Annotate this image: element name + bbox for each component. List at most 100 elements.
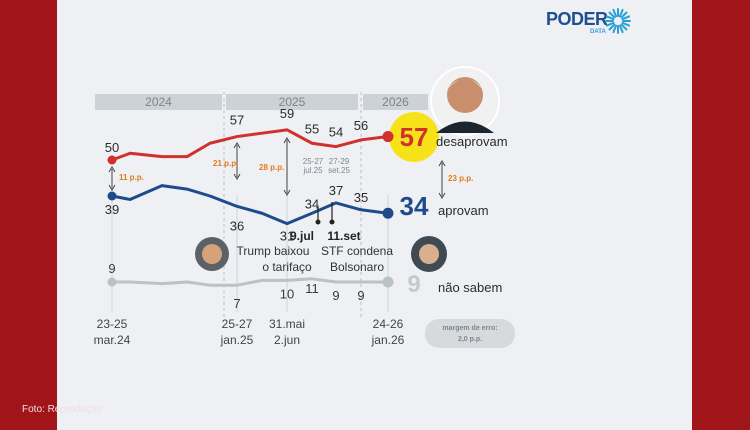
highlight-circle <box>389 112 439 162</box>
series-line-1 <box>111 184 389 226</box>
sunburst-ray <box>620 11 628 19</box>
logo-sunburst-icon <box>605 8 631 34</box>
year-label: 2025 <box>279 95 306 109</box>
data-label: 9 <box>332 288 339 303</box>
diff-arrow-head <box>283 137 291 144</box>
sunburst-ray <box>621 21 631 27</box>
sunburst-ray <box>608 11 616 19</box>
poderdata-logo: PODER DATA <box>546 8 631 35</box>
event-dot <box>315 219 321 225</box>
frame-left <box>0 0 57 430</box>
sunburst-ray <box>612 24 618 34</box>
x-tick-label: jan.25 <box>220 333 254 347</box>
avatar-bolsonaro-face <box>419 244 439 264</box>
event-text: STF condena <box>321 244 393 258</box>
avatar-lula-suit <box>436 121 494 133</box>
note-date: jul.25 <box>302 166 323 175</box>
data-label: 36 <box>230 218 244 233</box>
final-value-aprovam: 34 <box>400 191 429 221</box>
series-end-point <box>382 131 394 143</box>
x-tick-label: 2.jun <box>274 333 300 347</box>
data-label: 35 <box>354 190 368 205</box>
series-start-point <box>107 155 117 165</box>
data-label: 9 <box>108 261 115 276</box>
diff-label: 21 p.p. <box>213 159 238 168</box>
sunburst-ray <box>612 8 618 18</box>
margin-pill <box>425 319 515 348</box>
year-label: 2026 <box>382 95 409 109</box>
event-date: 11.set <box>327 229 360 243</box>
year-band <box>226 94 358 110</box>
sunburst-ray <box>608 23 616 31</box>
series-line-2 <box>112 277 388 287</box>
event-dot <box>329 219 335 225</box>
data-label: 37 <box>329 183 343 198</box>
year-label: 2024 <box>145 95 172 109</box>
x-tick-label: 24-26 <box>373 317 404 331</box>
data-label: 57 <box>230 113 244 128</box>
sunburst-ray <box>618 24 624 34</box>
sunburst-ray <box>618 8 624 18</box>
logo-text: PODER <box>546 9 608 29</box>
sunburst-ray <box>605 21 615 27</box>
event-text: Bolsonaro <box>330 260 384 274</box>
diff-label: 28 p.p. <box>259 163 284 172</box>
avatar-lula-hair <box>447 79 483 90</box>
chart-panel <box>57 0 692 430</box>
frame-right <box>692 0 750 430</box>
series-name-aprovam: aprovam <box>438 203 489 218</box>
x-tick-label: jan.26 <box>371 333 405 347</box>
year-band <box>95 94 222 110</box>
note-date: 27-29 <box>329 157 350 166</box>
event-text: Trump baixou <box>237 244 310 258</box>
data-label: 39 <box>105 202 119 217</box>
sunburst-ray <box>621 15 631 21</box>
diff-arrow-tail <box>108 184 116 191</box>
data-label: 7 <box>233 296 240 311</box>
data-label: 55 <box>305 121 319 136</box>
avatar-lula-face <box>447 77 483 113</box>
data-label: 59 <box>280 106 294 121</box>
final-value-nao-sabem: 9 <box>407 271 420 298</box>
diff-arrow-tail <box>233 173 241 180</box>
series-start-point <box>107 277 117 287</box>
series-start-point <box>107 191 117 201</box>
photo-credit: Foto: Reprodução <box>22 404 103 415</box>
sunburst-ray <box>605 15 615 21</box>
margin-text: 2,0 p.p. <box>458 336 482 343</box>
diff-arrow-head <box>108 166 116 173</box>
x-tick-label: 31.mai <box>269 317 305 331</box>
series-end-point <box>382 207 394 219</box>
data-label: 54 <box>329 125 343 140</box>
year-band <box>363 94 428 110</box>
margin-text: margem de erro: <box>442 325 497 332</box>
diff-label: 11 p.p. <box>119 173 144 182</box>
logo-subtitle: DATA <box>590 29 606 35</box>
note-date: set.25 <box>328 166 350 175</box>
sunburst-ray <box>620 23 628 31</box>
diff-arrow-tail <box>283 189 291 196</box>
x-tick-label: 23-25 <box>97 317 128 331</box>
event-text: o tarifaço <box>262 260 312 274</box>
x-tick-label: mar.24 <box>94 333 131 347</box>
series-name-desaprovam: desaprovam <box>436 134 508 149</box>
data-label: 56 <box>354 118 368 133</box>
series-name-nao-sabem: não sabem <box>438 280 502 295</box>
diff-arrow-head <box>438 160 446 167</box>
data-label: 11 <box>305 281 319 296</box>
series-line-0 <box>111 128 389 162</box>
diff-label: 23 p.p. <box>448 174 473 183</box>
final-value-desaprovam: 57 <box>400 122 429 152</box>
data-label: 31 <box>280 229 294 244</box>
note-date: 25-27 <box>303 157 324 166</box>
avatar-trump-face <box>202 244 222 264</box>
data-label: 10 <box>280 286 294 301</box>
data-label: 50 <box>105 140 119 155</box>
event-date: 9.jul <box>290 229 314 243</box>
x-tick-label: 25-27 <box>222 317 253 331</box>
data-label: 9 <box>357 288 364 303</box>
diff-arrow-head <box>233 142 241 149</box>
diff-arrow-tail <box>438 192 446 199</box>
